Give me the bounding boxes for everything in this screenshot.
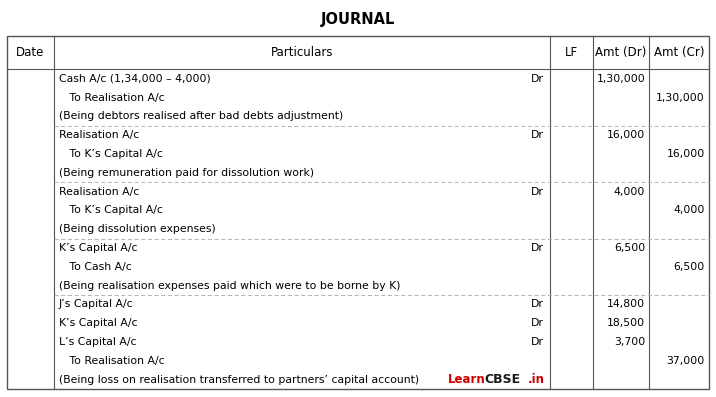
Text: To Cash A/c: To Cash A/c bbox=[59, 262, 132, 272]
Text: Amt (Dr): Amt (Dr) bbox=[595, 46, 647, 59]
Text: (Being dissolution expenses): (Being dissolution expenses) bbox=[59, 224, 216, 234]
Text: (Being remuneration paid for dissolution work): (Being remuneration paid for dissolution… bbox=[59, 168, 314, 178]
Text: Amt (Cr): Amt (Cr) bbox=[654, 46, 704, 59]
Text: 4,000: 4,000 bbox=[673, 206, 705, 216]
Text: JOURNAL: JOURNAL bbox=[321, 12, 395, 27]
Text: Dr: Dr bbox=[531, 337, 544, 347]
Text: 6,500: 6,500 bbox=[673, 262, 705, 272]
Text: Dr: Dr bbox=[531, 318, 544, 328]
Text: (Being realisation expenses paid which were to be borne by K): (Being realisation expenses paid which w… bbox=[59, 281, 400, 291]
Text: (Being debtors realised after bad debts adjustment): (Being debtors realised after bad debts … bbox=[59, 112, 343, 121]
Text: Date: Date bbox=[16, 46, 44, 59]
Text: 1,30,000: 1,30,000 bbox=[656, 93, 705, 103]
Text: 16,000: 16,000 bbox=[667, 149, 705, 159]
Text: Dr: Dr bbox=[531, 299, 544, 310]
Text: Realisation A/c: Realisation A/c bbox=[59, 187, 139, 197]
Text: Particulars: Particulars bbox=[271, 46, 333, 59]
Text: Dr: Dr bbox=[531, 187, 544, 197]
Text: .in: .in bbox=[528, 373, 545, 386]
Text: 14,800: 14,800 bbox=[607, 299, 645, 310]
Text: 37,000: 37,000 bbox=[667, 356, 705, 366]
Text: 16,000: 16,000 bbox=[607, 130, 645, 140]
Text: 4,000: 4,000 bbox=[614, 187, 645, 197]
Bar bbox=[7, 36, 709, 389]
Text: To Realisation A/c: To Realisation A/c bbox=[59, 356, 165, 366]
Text: To K’s Capital A/c: To K’s Capital A/c bbox=[59, 149, 163, 159]
Text: To Realisation A/c: To Realisation A/c bbox=[59, 93, 165, 103]
Text: J’s Capital A/c: J’s Capital A/c bbox=[59, 299, 133, 310]
Text: (Being loss on realisation transferred to partners’ capital account): (Being loss on realisation transferred t… bbox=[59, 375, 419, 385]
Text: K’s Capital A/c: K’s Capital A/c bbox=[59, 243, 137, 253]
Text: K’s Capital A/c: K’s Capital A/c bbox=[59, 318, 137, 328]
Text: 3,700: 3,700 bbox=[614, 337, 645, 347]
Text: Dr: Dr bbox=[531, 74, 544, 84]
Text: Realisation A/c: Realisation A/c bbox=[59, 130, 139, 140]
Text: L’s Capital A/c: L’s Capital A/c bbox=[59, 337, 136, 347]
Text: 18,500: 18,500 bbox=[607, 318, 645, 328]
Text: 1,30,000: 1,30,000 bbox=[596, 74, 645, 84]
Text: To K’s Capital A/c: To K’s Capital A/c bbox=[59, 206, 163, 216]
Text: Dr: Dr bbox=[531, 130, 544, 140]
Text: Cash A/c (1,34,000 – 4,000): Cash A/c (1,34,000 – 4,000) bbox=[59, 74, 211, 84]
Text: CBSE: CBSE bbox=[485, 373, 521, 386]
Text: Learn: Learn bbox=[448, 373, 485, 386]
Text: 6,500: 6,500 bbox=[614, 243, 645, 253]
Text: Dr: Dr bbox=[531, 243, 544, 253]
Text: LF: LF bbox=[565, 46, 578, 59]
